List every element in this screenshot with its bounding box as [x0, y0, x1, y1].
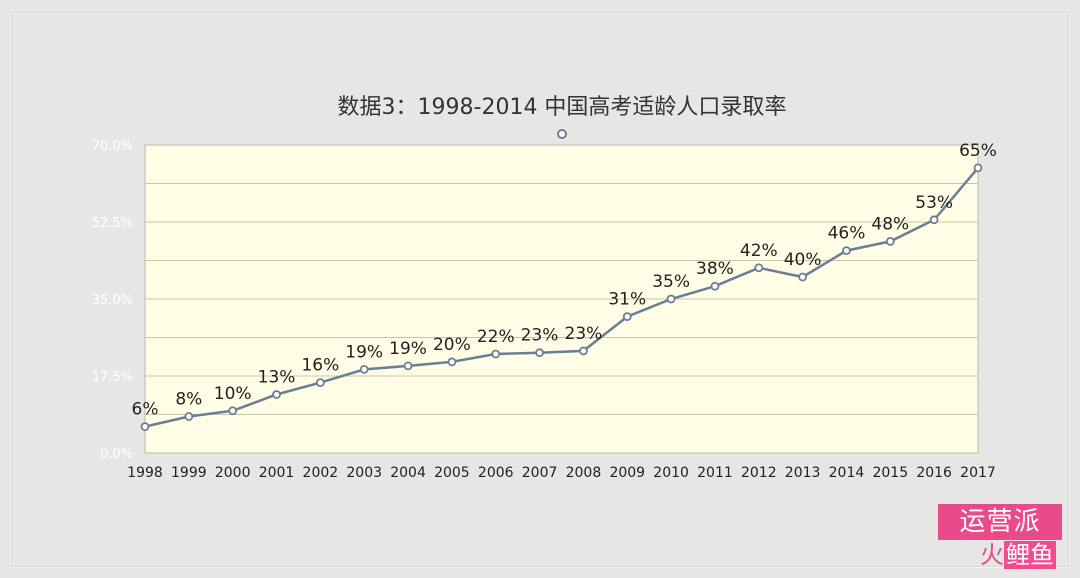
- x-tick-label: 2008: [566, 465, 602, 481]
- data-point: [929, 215, 939, 225]
- data-point: [228, 406, 238, 416]
- data-point: [272, 390, 281, 399]
- data-label: 23%: [521, 326, 559, 346]
- data-point: [710, 281, 720, 291]
- x-tick-label: 2011: [697, 465, 733, 481]
- data-label: 20%: [433, 335, 471, 355]
- data-point: [754, 263, 764, 273]
- x-tick-label: 2000: [215, 465, 251, 481]
- x-tick-label: 2016: [916, 465, 952, 481]
- data-label: 8%: [175, 389, 202, 409]
- data-point: [885, 236, 895, 246]
- watermark-line2: 火鲤鱼: [938, 540, 1056, 570]
- x-tick-label: 2013: [785, 465, 821, 481]
- data-label: 42%: [740, 241, 778, 261]
- watermark-line2a: 火: [980, 541, 1004, 569]
- x-tick-label: 2003: [346, 465, 382, 481]
- gridlines: [145, 183, 978, 415]
- data-point: [140, 422, 150, 432]
- data-label: 22%: [477, 327, 515, 347]
- data-label: 65%: [959, 141, 997, 161]
- x-tick-label: 2001: [259, 465, 295, 481]
- legend-marker: [557, 129, 567, 139]
- y-tick-label: 35.0%: [92, 293, 133, 308]
- data-point: [491, 349, 501, 359]
- x-tick-label: 1998: [127, 465, 163, 481]
- data-label: 53%: [915, 193, 953, 213]
- x-tick-label: 2002: [303, 465, 339, 481]
- x-tick-label: 2014: [829, 465, 865, 481]
- x-tick-label: 2017: [960, 465, 996, 481]
- y-tick-label: 0.0%: [100, 447, 133, 462]
- data-point: [359, 364, 369, 374]
- data-point: [403, 361, 413, 371]
- data-label: 10%: [214, 384, 252, 404]
- data-point: [447, 357, 457, 367]
- x-tick-label: 2015: [872, 465, 908, 481]
- x-tick-label: 2009: [609, 465, 645, 481]
- data-point: [579, 346, 588, 356]
- data-label: 19%: [345, 342, 383, 362]
- data-point: [666, 294, 676, 304]
- x-tick-label: 2012: [741, 465, 777, 481]
- data-label: 48%: [871, 214, 909, 234]
- data-point: [184, 412, 194, 421]
- watermark-logo: 运营派 火鲤鱼: [938, 504, 1062, 570]
- data-label: 40%: [784, 250, 822, 270]
- y-tick-label: 52.5%: [92, 216, 133, 231]
- series-line: [144, 167, 979, 428]
- x-tick-label: 2007: [522, 465, 558, 481]
- data-point: [973, 163, 983, 173]
- series-points: [140, 163, 983, 432]
- data-point: [798, 272, 808, 282]
- data-point: [622, 312, 632, 322]
- chart-title: 数据3：1998-2014 中国高考适龄人口录取率: [338, 95, 787, 120]
- y-tick-label: 17.5%: [92, 370, 133, 385]
- data-label: 31%: [608, 290, 646, 310]
- data-label: 35%: [652, 272, 690, 292]
- y-axis-ticks: 0.0% 17.5% 35.0% 52.5% 70.0%: [92, 139, 133, 462]
- chart-frame: [10, 10, 1070, 568]
- data-label: 19%: [389, 339, 427, 359]
- data-label: 46%: [828, 224, 866, 244]
- data-label: 23%: [565, 324, 603, 344]
- data-label: 6%: [132, 400, 159, 420]
- x-tick-label: 2004: [390, 465, 426, 481]
- y-tick-label: 70.0%: [92, 139, 133, 154]
- watermark-line2b: 鲤鱼: [1004, 541, 1056, 569]
- data-point: [842, 246, 851, 256]
- data-label: 38%: [696, 259, 734, 279]
- x-axis-ticks: 1998 1999 2000 2001 2002 2003 2004 2005 2006 2007…: [127, 465, 996, 481]
- x-tick-label: 2006: [478, 465, 514, 481]
- data-point: [535, 348, 544, 358]
- x-tick-label: 2005: [434, 465, 470, 481]
- data-labels: 6%8% 10%13%16%19% 19% 20% 22% 23% 23%31%35%38%…: [132, 141, 997, 420]
- watermark-line1: 运营派: [938, 504, 1062, 540]
- data-label: 13%: [258, 367, 296, 387]
- data-label: 16%: [301, 356, 339, 376]
- data-point: [315, 378, 325, 388]
- x-tick-label: 1999: [171, 465, 207, 481]
- x-tick-label: 2010: [653, 465, 689, 481]
